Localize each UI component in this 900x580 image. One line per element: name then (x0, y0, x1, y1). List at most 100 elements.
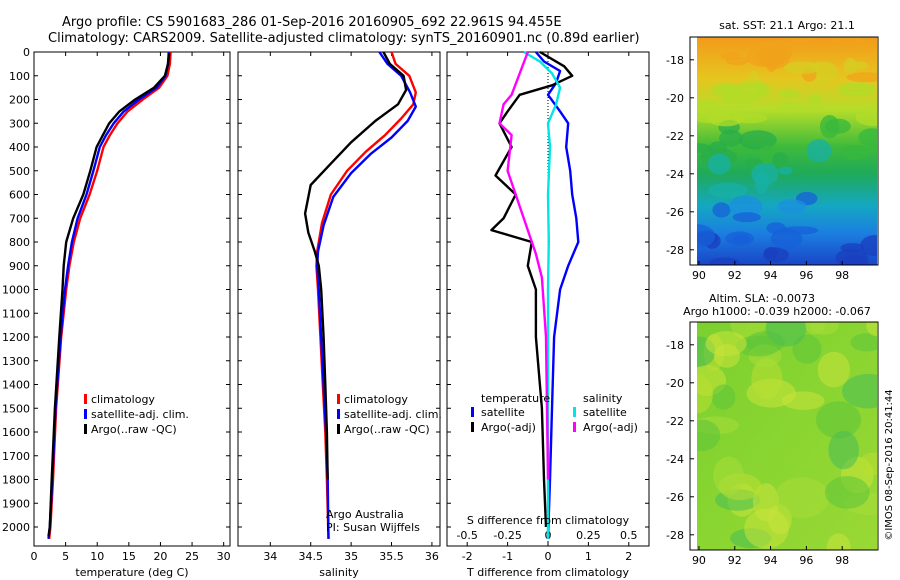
legend-swatch-climatology (337, 394, 340, 404)
sst-patch (837, 82, 876, 97)
sla-patch (711, 384, 736, 410)
legend-swatch-satellite (337, 409, 340, 419)
sst-patch (824, 118, 851, 134)
x-tick-label: -1 (502, 550, 513, 563)
x-tick-label: -2 (462, 550, 473, 563)
sla-heatmap (697, 322, 877, 550)
temperature-panel: 0100200300400500600700800900100011001200… (2, 46, 231, 579)
salinity-axes-box (237, 51, 441, 547)
depth-tick-label: 1600 (2, 426, 30, 439)
depth-tick-label: 1100 (2, 307, 30, 320)
legend-label-satellite: satellite-adj. clim. (91, 408, 189, 421)
legend-label-argo: Argo(..raw -QC) (91, 423, 177, 436)
sla-patch (858, 452, 877, 476)
x-tick-label: 35.5 (379, 550, 404, 563)
depth-tick-label: 900 (9, 260, 30, 273)
sst-patch (764, 247, 779, 259)
legend-label-sal-argo: Argo(-adj) (583, 421, 638, 434)
salinity-x-axis: 34 34.5 35 35.5 36 (263, 52, 439, 563)
temperature-axes-box (33, 51, 231, 547)
series-line-0 (315, 51, 417, 539)
sst-heatmap (697, 37, 877, 265)
legend-label-argo: Argo(..raw -QC) (344, 423, 430, 436)
differences-depth-ticks (447, 51, 649, 528)
t-difference-x-axis: -2 -1 0 1 2 (462, 52, 632, 563)
sst-patch (808, 93, 823, 110)
legend-label-temp-argo: Argo(-adj) (481, 421, 536, 434)
sst-patch (783, 61, 823, 74)
sst-patch (777, 199, 807, 214)
series-line-2 (523, 50, 562, 539)
sst-patch (780, 226, 819, 235)
depth-tick-label: 400 (9, 141, 30, 154)
sla-patch (752, 483, 780, 522)
map-y-tick-label: -28 (666, 244, 684, 257)
depth-tick-label: 1400 (2, 379, 30, 392)
sla-map-title: Altim. SLA: -0.0073 (709, 292, 815, 305)
x-tick-label: 0 (31, 550, 38, 563)
sla-patch (697, 419, 721, 451)
sla-map-subtitle: Argo h1000: -0.039 h2000: -0.067 (683, 305, 871, 318)
credit-line-1: Argo Australia (326, 508, 404, 521)
s-diff-tick-label: 0.5 (620, 529, 638, 542)
legend-swatch-satellite (84, 409, 87, 419)
differences-legend: temperature satellite Argo(-adj) salinit… (471, 392, 638, 434)
sst-patch (839, 255, 869, 265)
s-diff-tick-label: -0.25 (493, 529, 521, 542)
sla-patch (850, 333, 877, 352)
map-y-tick-label: -18 (666, 54, 684, 67)
sla-patch (817, 351, 851, 388)
depth-tick-label: 800 (9, 236, 30, 249)
x-tick-label: 20 (153, 550, 167, 563)
map-y-tick-label: -24 (666, 168, 684, 181)
salinity-legend: climatology satellite-adj. clim. Argo(..… (337, 393, 442, 436)
legend-label-climatology: climatology (344, 393, 408, 406)
series-line-2 (47, 53, 171, 537)
legend-label-climatology: climatology (91, 393, 155, 406)
sst-patch (712, 202, 731, 218)
sla-patch (774, 477, 830, 519)
sla-patch (751, 358, 783, 400)
legend-swatch-argo (84, 424, 87, 434)
sla-patch (815, 401, 862, 439)
sst-patch (860, 235, 877, 257)
sst-patch (858, 128, 877, 147)
sla-patch (826, 533, 851, 550)
x-tick-label: 30 (217, 550, 231, 563)
depth-tick-label: 1000 (2, 284, 30, 297)
depth-tick-label: 1500 (2, 402, 30, 415)
legend-swatch-sal-satellite (573, 407, 576, 417)
sst-patch (707, 153, 731, 175)
map-x-tick-label: 92 (728, 554, 742, 567)
map-x-tick-label: 96 (799, 554, 813, 567)
depth-tick-label: 1200 (2, 331, 30, 344)
x-tick-label: 10 (90, 550, 104, 563)
map-x-tick-label: 94 (764, 554, 778, 567)
legend-title-salinity: salinity (583, 392, 623, 405)
temperature-xlabel: temperature (deg C) (75, 566, 188, 579)
depth-tick-label: 500 (9, 165, 30, 178)
sst-map-axes-box (689, 36, 879, 266)
x-tick-label: 0 (545, 550, 552, 563)
sst-patch (806, 139, 832, 163)
credit-line-2: PI: Susan Wijffels (326, 521, 420, 534)
sst-patch (722, 92, 755, 109)
series-line-0 (48, 51, 172, 540)
map-y-tick-label: -20 (666, 377, 684, 390)
sst-patch (843, 57, 857, 75)
map-x-tick-label: 94 (764, 269, 778, 282)
map-x-tick-label: 98 (835, 269, 849, 282)
depth-tick-label: 1900 (2, 497, 30, 510)
x-tick-label: 2 (625, 550, 632, 563)
sla-patch (713, 456, 744, 495)
sst-patch (738, 130, 777, 150)
legend-swatch-temp-argo (471, 422, 474, 432)
sst-patch (729, 195, 763, 218)
sst-patch (776, 101, 805, 114)
s-diff-tick-label: 0.25 (576, 529, 601, 542)
depth-tick-label: 0 (23, 46, 30, 59)
series-line-3 (498, 51, 550, 480)
s-difference-label: S difference from climatology (467, 514, 630, 527)
sst-field-patches (697, 37, 877, 265)
map-y-tick-label: -28 (666, 529, 684, 542)
